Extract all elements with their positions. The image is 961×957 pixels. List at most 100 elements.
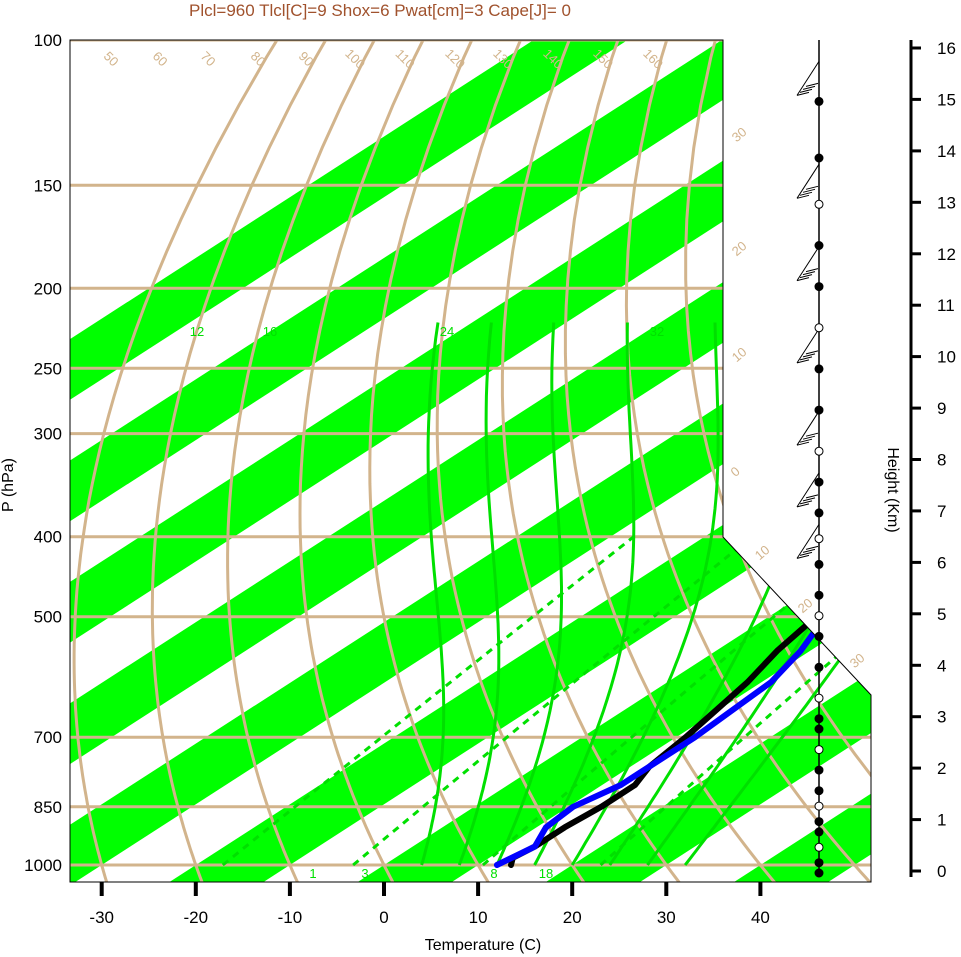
x-tick-label: -10 bbox=[278, 908, 303, 927]
wind-barb-flag bbox=[805, 350, 819, 355]
theta-label: 50 bbox=[101, 48, 122, 69]
height-tick-label: 7 bbox=[937, 502, 946, 521]
moist-adiabat bbox=[570, 322, 720, 866]
height-tick-label: 1 bbox=[937, 811, 946, 830]
moist-adiabat bbox=[420, 322, 446, 866]
height-tick-label: 11 bbox=[937, 296, 955, 315]
wind-barb-flag bbox=[805, 82, 819, 87]
height-tick-label: 0 bbox=[937, 862, 946, 881]
isotherm-label: 10 bbox=[752, 542, 773, 563]
y-axis-label: P (hPa) bbox=[0, 458, 17, 512]
wind-level-dot bbox=[814, 631, 824, 641]
wind-barb-shaft bbox=[796, 472, 820, 508]
wind-barb-flag bbox=[799, 438, 813, 443]
pressure-tick-label: 300 bbox=[34, 425, 62, 444]
wind-barb-flag bbox=[805, 545, 819, 550]
height-tick-label: 9 bbox=[937, 399, 946, 418]
theta-label: 80 bbox=[248, 48, 269, 69]
wind-level-dot bbox=[814, 534, 824, 544]
mixing-ratio-line bbox=[599, 535, 871, 867]
height-tick-label: 8 bbox=[937, 451, 946, 470]
wind-level-dot bbox=[814, 662, 824, 672]
height-tick-label: 4 bbox=[937, 656, 946, 675]
wind-barb-shaft bbox=[796, 164, 820, 199]
wind-level-dot bbox=[814, 96, 824, 106]
mixing-ratio-lines bbox=[221, 535, 871, 867]
x-tick-label: 40 bbox=[751, 908, 770, 927]
wind-level-dot bbox=[814, 446, 824, 456]
wind-barb-flag bbox=[796, 503, 810, 508]
theta-label: 120 bbox=[442, 46, 468, 72]
wind-barb-flag bbox=[802, 85, 816, 90]
pressure-tick-label: 400 bbox=[34, 528, 62, 547]
wind-barb-flag bbox=[805, 268, 819, 273]
height-tick-label: 15 bbox=[937, 90, 956, 109]
moist-adiabat bbox=[495, 322, 563, 866]
wind-level-dot bbox=[814, 323, 824, 333]
wind-level-dot bbox=[814, 153, 824, 163]
chart-title: Plcl=960 Tlcl[C]=9 Shox=6 Pwat[cm]=3 Cap… bbox=[189, 1, 571, 20]
isotherm-label: 30 bbox=[847, 650, 868, 671]
wind-barb-flag bbox=[802, 435, 816, 440]
wind-level-dot bbox=[814, 858, 824, 868]
wind-barb-flag bbox=[799, 191, 813, 196]
x-tick-label: 0 bbox=[379, 908, 388, 927]
wind-barb-flag bbox=[799, 88, 813, 93]
theta-label: 110 bbox=[393, 46, 418, 71]
dry-adiabat bbox=[851, 40, 871, 882]
wind-level-dot bbox=[814, 801, 824, 811]
wind-barb-flag bbox=[796, 277, 810, 282]
pressure-tick-label: 700 bbox=[34, 728, 62, 747]
isotherm-label: 20 bbox=[729, 238, 750, 259]
wind-barb-shaft bbox=[796, 328, 820, 364]
wind-level-dot bbox=[814, 724, 824, 734]
wind-level-dot bbox=[814, 508, 824, 518]
height-tick-label: 10 bbox=[937, 348, 956, 367]
height-tick-label: 2 bbox=[937, 759, 946, 778]
pressure-tick-label: 1000 bbox=[24, 856, 62, 875]
theta-label: 90 bbox=[296, 48, 317, 69]
isotherm-band bbox=[236, 40, 871, 882]
wind-barb-flag bbox=[802, 497, 816, 502]
wind-barb-flag bbox=[796, 359, 810, 364]
wind-barb-flag bbox=[796, 441, 810, 446]
wind-barb-flag bbox=[802, 271, 816, 276]
mixing-ratio-label: 8 bbox=[490, 866, 497, 881]
pressure-tick-label: 850 bbox=[34, 798, 62, 817]
wind-level-dot bbox=[814, 786, 824, 796]
wind-barb-shaft bbox=[796, 61, 820, 96]
theta-label: 100 bbox=[342, 46, 368, 72]
wind-level-dot bbox=[814, 714, 824, 724]
pressure-tick-label: 250 bbox=[34, 359, 62, 378]
moist-adiabat bbox=[457, 322, 501, 866]
wind-barb-flag bbox=[799, 500, 813, 505]
plot-border bbox=[69, 39, 872, 883]
x-tick-label: -30 bbox=[89, 908, 114, 927]
wind-level-dot bbox=[814, 745, 824, 755]
wind-level-dot bbox=[814, 364, 824, 374]
wind-barb-flag bbox=[802, 548, 816, 553]
wind-level-dot bbox=[814, 405, 824, 415]
wind-level-dot bbox=[814, 590, 824, 600]
isotherm-label: 10 bbox=[729, 344, 750, 365]
theta-e-label: 12 bbox=[190, 324, 204, 339]
wind-barb-flag bbox=[802, 353, 816, 358]
wind-barb-shaft bbox=[796, 410, 820, 446]
pressure-tick-label: 200 bbox=[34, 279, 62, 298]
height-tick-label: 3 bbox=[937, 708, 946, 727]
wind-barbs bbox=[796, 40, 824, 878]
wind-barb-flag bbox=[799, 551, 813, 556]
height-tick-label: 13 bbox=[937, 193, 956, 212]
theta-e-label: 32 bbox=[650, 324, 664, 339]
dewpoint-trace bbox=[493, 71, 871, 868]
height-tick-label: 12 bbox=[937, 245, 956, 264]
wind-barb-flag bbox=[796, 194, 810, 199]
wind-barb-flag bbox=[805, 494, 819, 499]
mixing-ratio-label: 3 bbox=[361, 866, 368, 881]
wind-level-dot bbox=[814, 827, 824, 837]
pressure-tick-label: 100 bbox=[34, 31, 62, 50]
dry-adiabat bbox=[906, 2, 961, 882]
theta-e-label: 16 bbox=[263, 324, 277, 339]
